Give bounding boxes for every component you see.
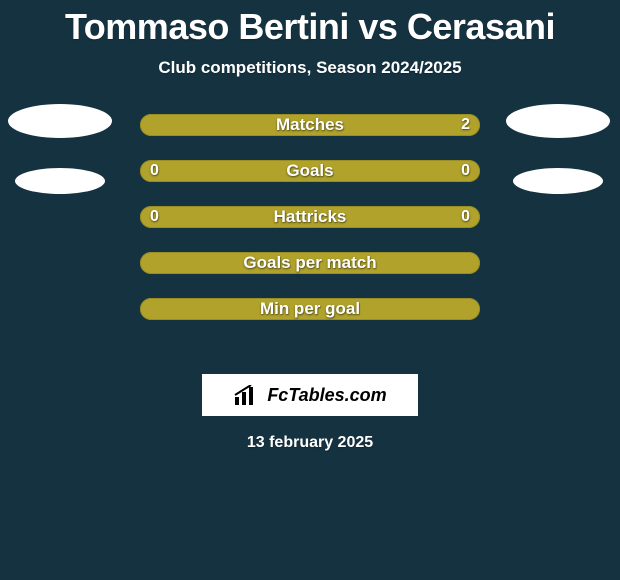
player2-avatar-small [513, 168, 603, 194]
stat-row-goals: 0 Goals 0 [140, 160, 480, 182]
stat-row-goals-per-match: Goals per match [140, 252, 480, 274]
stat-label: Goals per match [140, 252, 480, 274]
stat-row-min-per-goal: Min per goal [140, 298, 480, 320]
stat-label: Goals [140, 160, 480, 182]
stat-label: Matches [140, 114, 480, 136]
stats-area: Matches 2 0 Goals 0 0 Hattricks 0 Goals … [0, 114, 620, 354]
stat-value-right: 0 [461, 160, 470, 182]
stat-row-hattricks: 0 Hattricks 0 [140, 206, 480, 228]
stat-row-matches: Matches 2 [140, 114, 480, 136]
avatar-column-right [506, 104, 610, 194]
stat-value-left: 0 [150, 160, 159, 182]
player2-avatar-large [506, 104, 610, 138]
subtitle: Club competitions, Season 2024/2025 [0, 58, 620, 78]
stat-value-right: 2 [461, 114, 470, 136]
stat-label: Min per goal [140, 298, 480, 320]
comparison-infographic: Tommaso Bertini vs Cerasani Club competi… [0, 0, 620, 580]
stat-value-right: 0 [461, 206, 470, 228]
fctables-logo-box: FcTables.com [202, 374, 418, 416]
fctables-logo: FcTables.com [233, 385, 386, 406]
stat-value-left: 0 [150, 206, 159, 228]
footer-date: 13 february 2025 [0, 434, 620, 452]
bar-chart-icon [233, 385, 261, 405]
page-title: Tommaso Bertini vs Cerasani [0, 6, 620, 48]
fctables-logo-text: FcTables.com [267, 385, 386, 406]
stat-label: Hattricks [140, 206, 480, 228]
